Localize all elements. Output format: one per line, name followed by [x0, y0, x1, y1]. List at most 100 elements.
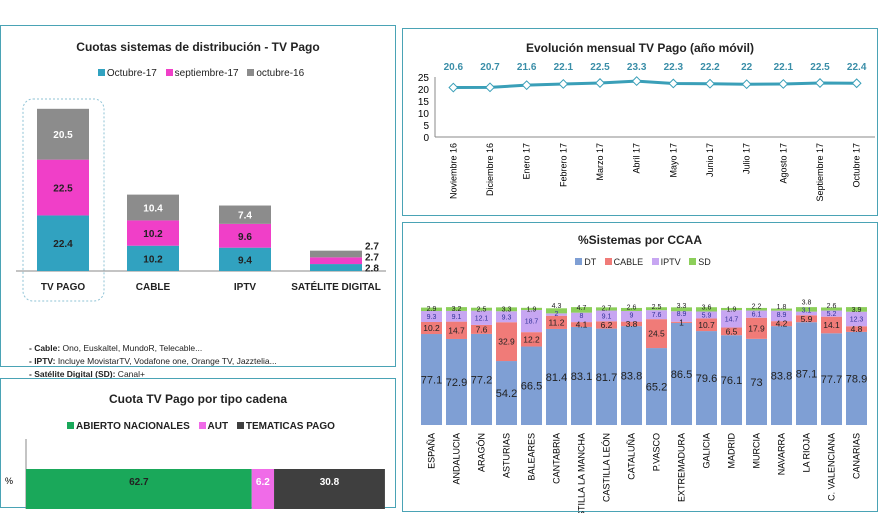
- data-label: 73: [750, 377, 762, 389]
- bar-segment: [846, 307, 867, 312]
- data-label: 3.2: [452, 306, 462, 313]
- bar-segment: [37, 159, 89, 216]
- y-tick-label: 20: [418, 85, 430, 96]
- legend-label: TEMATICAS PAGO: [245, 421, 335, 432]
- data-label: 5.2: [827, 311, 837, 318]
- bar-segment: [571, 326, 592, 425]
- bar-segment: [646, 319, 667, 349]
- bar-segment: [310, 257, 362, 265]
- data-label: 6.2: [256, 477, 270, 488]
- data-label: 3.6: [702, 304, 712, 311]
- x-tick-label: LA RIOJA: [802, 433, 812, 473]
- legend-label: octubre-16: [256, 68, 305, 79]
- y-tick-label: 15: [418, 97, 430, 108]
- bar-segment: [421, 334, 442, 425]
- legend-swatch: [198, 422, 206, 429]
- x-tick-label: Enero 17: [522, 143, 532, 180]
- data-label: 12.1: [475, 315, 489, 322]
- series-line: [453, 79, 857, 90]
- bar-segment: [646, 307, 667, 311]
- bar-segment: [646, 348, 667, 425]
- data-label: 12.3: [850, 316, 864, 323]
- data-label: 81.4: [546, 372, 567, 384]
- bar-segment: [219, 205, 271, 224]
- bar-segment: [796, 311, 817, 316]
- data-label: 22.5: [53, 184, 73, 195]
- x-tick-label: ARAGÓN: [477, 433, 487, 472]
- data-label: 17.9: [748, 323, 765, 333]
- data-label: 87.1: [796, 369, 817, 381]
- data-point: [521, 80, 532, 91]
- legend-label: Octubre-17: [106, 68, 157, 79]
- x-tick-label: P.VASCO: [652, 433, 662, 471]
- data-label: 7.6: [652, 312, 662, 319]
- data-label: 2.7: [602, 305, 612, 312]
- bar-segment: [671, 307, 692, 312]
- legend-label: septiembre-17: [174, 68, 239, 79]
- bar-segment: [546, 313, 567, 316]
- bar-segment: [721, 335, 742, 425]
- bar-segment: [721, 327, 742, 336]
- bar-segment: [796, 322, 817, 425]
- bar-segment: [521, 307, 542, 311]
- bar-segment: [721, 307, 742, 311]
- bar-segment: [696, 318, 717, 332]
- bar-segment: [846, 326, 867, 332]
- legend-swatch: [165, 69, 173, 76]
- legend-label: DT: [584, 257, 597, 267]
- x-tick-label: Junio 17: [705, 143, 715, 177]
- bar-segment: [696, 307, 717, 312]
- data-label: 2.9: [427, 306, 437, 313]
- data-label: 14.7: [725, 316, 739, 323]
- legend-swatch: [689, 258, 697, 265]
- data-label: 1.8: [777, 304, 787, 311]
- bar-segment: [571, 307, 592, 313]
- legend-label: AUT: [207, 421, 229, 432]
- bar-segment: [496, 322, 517, 362]
- data-label: 14.1: [823, 320, 840, 330]
- x-tick-label: Julio 17: [742, 143, 752, 174]
- evolution-title: Evolución mensual TV Pago (año móvil): [525, 41, 755, 55]
- bar-segment: [621, 321, 642, 327]
- data-label: 30.8: [320, 477, 340, 488]
- x-tick-label: CASTILLA LA MANCHA: [577, 433, 587, 513]
- data-label: 83.1: [571, 371, 592, 383]
- bar-segment: [219, 223, 271, 248]
- data-label: 10.7: [698, 320, 715, 330]
- data-label: 83.8: [771, 371, 792, 383]
- bar-segment: [671, 311, 692, 322]
- data-label: 7.6: [476, 324, 488, 334]
- legend-label: ABIERTO NACIONALES: [76, 421, 190, 432]
- data-label: 9.1: [602, 313, 612, 320]
- data-label: 4.7: [577, 305, 587, 312]
- bar-segment: [496, 307, 517, 312]
- bar-segment: [621, 326, 642, 425]
- bar-segment: [746, 338, 767, 425]
- bar-segment: [771, 308, 792, 311]
- data-label: 65.2: [646, 381, 667, 393]
- cadena-chart: % 62.7 6.2 30.8: [5, 439, 385, 509]
- cadena-title: Cuota TV Pago por tipo cadena: [108, 392, 287, 406]
- data-label: 8: [580, 313, 584, 320]
- bar-segment: [771, 321, 792, 327]
- category-label: %: [5, 476, 13, 486]
- bar-segment: [521, 332, 542, 347]
- legend-swatch: [247, 69, 255, 76]
- data-label: 2.8: [365, 264, 379, 275]
- bar-segment: [696, 331, 717, 425]
- data-label: 2.7: [365, 242, 379, 253]
- distribution-notes: - Cable: Ono, Euskaltel, MundoR, Telecab…: [29, 342, 277, 381]
- x-tick-label: Febrero 17: [558, 143, 568, 187]
- x-tick-label: Marzo 17: [595, 143, 605, 181]
- bar-segment: [596, 321, 617, 329]
- data-label: 9: [630, 312, 634, 319]
- data-label: 6.5: [726, 326, 738, 336]
- data-label: 81.7: [596, 372, 617, 384]
- category-label: SATÉLITE DIGITAL: [291, 280, 381, 293]
- data-label: 22.5: [590, 62, 610, 73]
- bar-segment: [821, 316, 842, 334]
- y-tick-label: 0: [423, 133, 429, 144]
- bar-segment: [796, 315, 817, 323]
- bar-segment: [521, 346, 542, 425]
